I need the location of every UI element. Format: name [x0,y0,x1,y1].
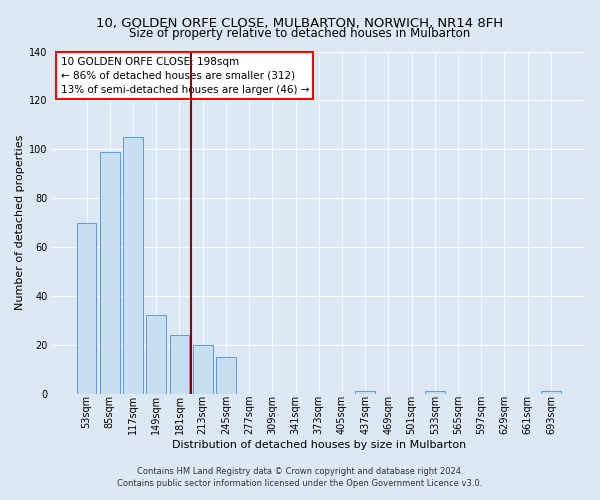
Bar [100,152,119,394]
Bar [146,316,166,394]
Bar [77,222,97,394]
Text: Size of property relative to detached houses in Mulbarton: Size of property relative to detached ho… [130,28,470,40]
Text: Contains HM Land Registry data © Crown copyright and database right 2024.
Contai: Contains HM Land Registry data © Crown c… [118,466,482,487]
Bar [541,391,561,394]
Text: 10, GOLDEN ORFE CLOSE, MULBARTON, NORWICH, NR14 8FH: 10, GOLDEN ORFE CLOSE, MULBARTON, NORWIC… [97,18,503,30]
Bar [355,391,375,394]
Bar [425,391,445,394]
Bar [193,344,212,394]
Bar [216,357,236,394]
Y-axis label: Number of detached properties: Number of detached properties [15,135,25,310]
Bar [123,137,143,394]
Text: 10 GOLDEN ORFE CLOSE: 198sqm
← 86% of detached houses are smaller (312)
13% of s: 10 GOLDEN ORFE CLOSE: 198sqm ← 86% of de… [61,56,309,94]
X-axis label: Distribution of detached houses by size in Mulbarton: Distribution of detached houses by size … [172,440,466,450]
Bar [170,335,190,394]
